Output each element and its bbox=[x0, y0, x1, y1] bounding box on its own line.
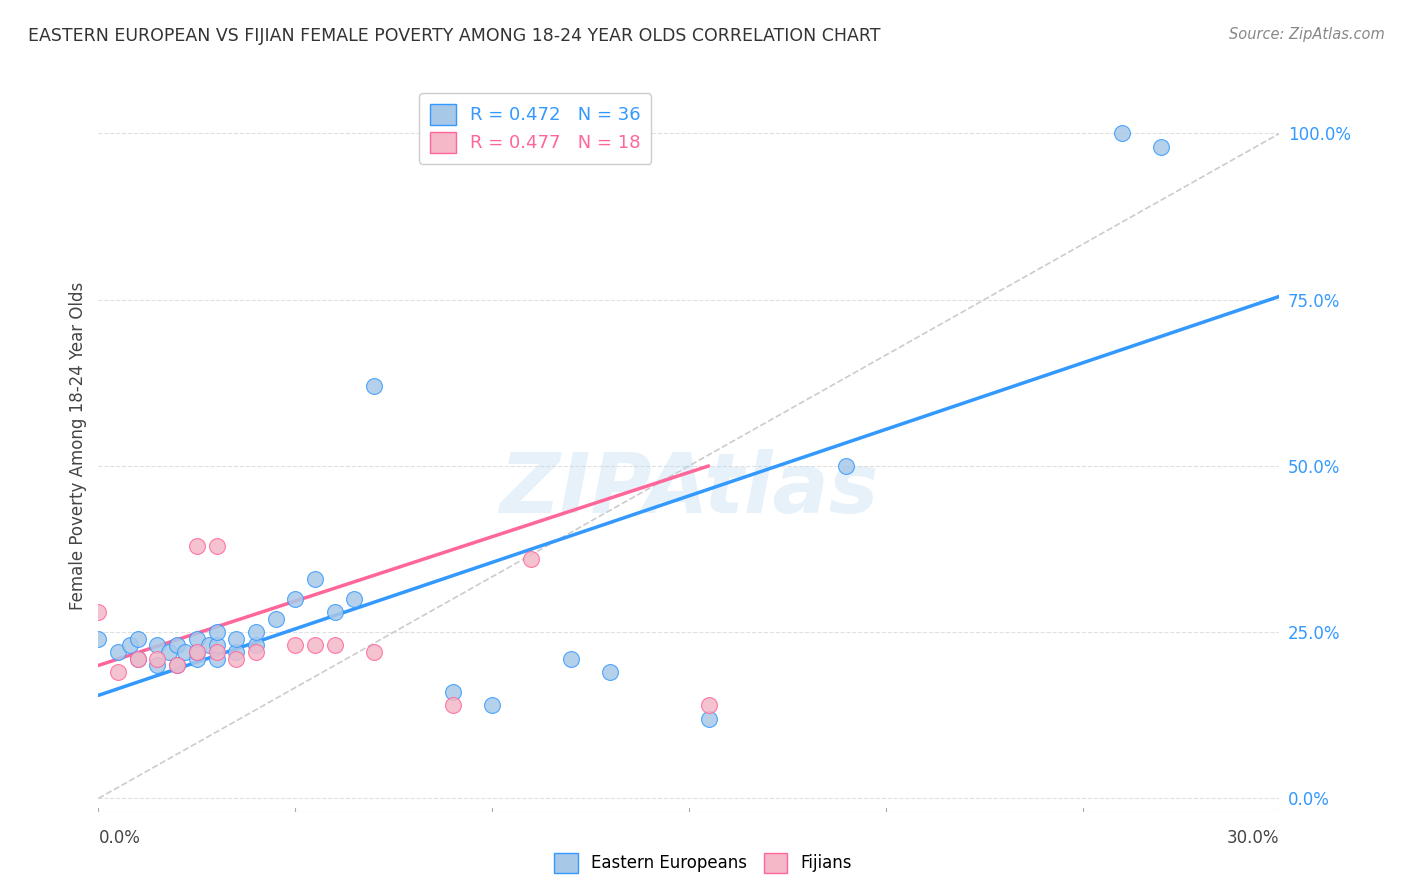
Point bbox=[166, 639, 188, 653]
Point bbox=[107, 665, 129, 679]
Point bbox=[323, 639, 346, 653]
Point bbox=[697, 712, 720, 726]
Point bbox=[520, 552, 543, 566]
Point bbox=[560, 652, 582, 666]
Legend: Eastern Europeans, Fijians: Eastern Europeans, Fijians bbox=[547, 847, 859, 880]
Point bbox=[146, 639, 169, 653]
Text: Source: ZipAtlas.com: Source: ZipAtlas.com bbox=[1229, 27, 1385, 42]
Point bbox=[323, 605, 346, 619]
Point bbox=[225, 645, 247, 659]
Point bbox=[245, 639, 267, 653]
Point bbox=[343, 591, 366, 606]
Point bbox=[225, 652, 247, 666]
Point bbox=[127, 652, 149, 666]
Point bbox=[1150, 140, 1173, 154]
Point bbox=[186, 632, 208, 646]
Point bbox=[1111, 127, 1133, 141]
Point bbox=[127, 632, 149, 646]
Text: 30.0%: 30.0% bbox=[1227, 829, 1279, 847]
Point bbox=[304, 639, 326, 653]
Point bbox=[146, 652, 169, 666]
Point bbox=[363, 379, 385, 393]
Point bbox=[245, 625, 267, 640]
Point bbox=[205, 645, 228, 659]
Point bbox=[166, 658, 188, 673]
Point bbox=[205, 652, 228, 666]
Point bbox=[284, 591, 307, 606]
Point bbox=[245, 645, 267, 659]
Point bbox=[186, 645, 208, 659]
Point bbox=[118, 639, 141, 653]
Point bbox=[166, 658, 188, 673]
Point bbox=[174, 645, 197, 659]
Point bbox=[441, 698, 464, 713]
Point bbox=[127, 652, 149, 666]
Point bbox=[186, 652, 208, 666]
Point bbox=[264, 612, 287, 626]
Text: EASTERN EUROPEAN VS FIJIAN FEMALE POVERTY AMONG 18-24 YEAR OLDS CORRELATION CHAR: EASTERN EUROPEAN VS FIJIAN FEMALE POVERT… bbox=[28, 27, 880, 45]
Point bbox=[87, 605, 110, 619]
Point bbox=[225, 632, 247, 646]
Point bbox=[205, 539, 228, 553]
Point bbox=[205, 639, 228, 653]
Point bbox=[441, 685, 464, 699]
Point bbox=[87, 632, 110, 646]
Point bbox=[363, 645, 385, 659]
Point bbox=[481, 698, 503, 713]
Text: ZIPAtlas: ZIPAtlas bbox=[499, 450, 879, 531]
Text: 0.0%: 0.0% bbox=[98, 829, 141, 847]
Point bbox=[186, 539, 208, 553]
Point bbox=[205, 625, 228, 640]
Point bbox=[197, 639, 219, 653]
Legend: R = 0.472   N = 36, R = 0.477   N = 18: R = 0.472 N = 36, R = 0.477 N = 18 bbox=[419, 93, 651, 163]
Point bbox=[284, 639, 307, 653]
Point bbox=[304, 572, 326, 586]
Point bbox=[157, 645, 180, 659]
Point bbox=[835, 458, 858, 473]
Point bbox=[599, 665, 621, 679]
Point bbox=[146, 658, 169, 673]
Point bbox=[186, 645, 208, 659]
Point bbox=[697, 698, 720, 713]
Point bbox=[107, 645, 129, 659]
Y-axis label: Female Poverty Among 18-24 Year Olds: Female Poverty Among 18-24 Year Olds bbox=[69, 282, 87, 610]
